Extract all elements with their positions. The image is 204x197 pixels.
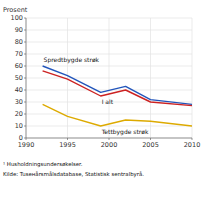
x-tick — [67, 138, 68, 140]
line-label: I alt — [102, 98, 114, 105]
x-tick — [192, 138, 193, 140]
series-line — [43, 104, 192, 126]
x-tick-label: 2010 — [184, 141, 201, 149]
y-tick — [24, 54, 26, 55]
y-tick — [24, 126, 26, 127]
y-tick — [24, 90, 26, 91]
line-label: Tettbygde strøk — [101, 128, 149, 136]
footnotes: ¹ Husholdningsundersøkelser. Kilde: Tusен… — [3, 161, 144, 178]
y-tick — [24, 18, 26, 19]
y-tick — [24, 102, 26, 103]
x-tick-label: 1995 — [59, 141, 76, 149]
x-tick-label: 1990 — [18, 141, 35, 149]
y-tick — [24, 42, 26, 43]
y-tick-label: 70 — [15, 50, 23, 58]
line-labels: Spredtbygde strøk I alt Tettbygde strøk — [44, 56, 149, 136]
lines — [43, 66, 192, 126]
y-tick-label: 100 — [11, 14, 23, 22]
chart: 0102030405060708090100199019952000200520… — [0, 0, 204, 197]
footnote: ¹ Husholdningsundersøkelser. — [3, 161, 83, 168]
axes: 0102030405060708090100199019952000200520… — [11, 14, 201, 149]
footnote: Kilde: Tusенårsmålsdatabase, Statistisk … — [3, 171, 144, 178]
y-tick-label: 80 — [15, 38, 23, 46]
x-grid-line — [192, 18, 193, 138]
x-tick — [26, 138, 27, 140]
y-tick — [24, 114, 26, 115]
x-tick — [109, 138, 110, 140]
x-grid-line — [109, 18, 110, 138]
series-line — [43, 71, 192, 106]
y-tick-label: 30 — [15, 98, 23, 106]
chart-container: 0102030405060708090100199019952000200520… — [0, 0, 204, 197]
x-tick-label: 2000 — [101, 141, 118, 149]
x-grid-line — [150, 18, 151, 138]
y-tick — [24, 66, 26, 67]
y-tick — [24, 30, 26, 31]
y-axis-label: Prosent — [3, 6, 28, 14]
y-tick-label: 40 — [15, 86, 23, 94]
line-label: Spredtbygde strøk — [44, 56, 100, 64]
y-tick-label: 20 — [15, 110, 23, 118]
series-line — [43, 66, 192, 104]
y-tick-label: 90 — [15, 26, 23, 34]
grid — [26, 18, 192, 138]
y-tick — [24, 78, 26, 79]
x-tick — [150, 138, 151, 140]
y-tick-label: 10 — [15, 122, 23, 130]
y-tick-label: 50 — [15, 74, 23, 82]
y-tick-label: 60 — [15, 62, 23, 70]
x-grid-line — [67, 18, 68, 138]
x-tick-label: 2005 — [142, 141, 159, 149]
